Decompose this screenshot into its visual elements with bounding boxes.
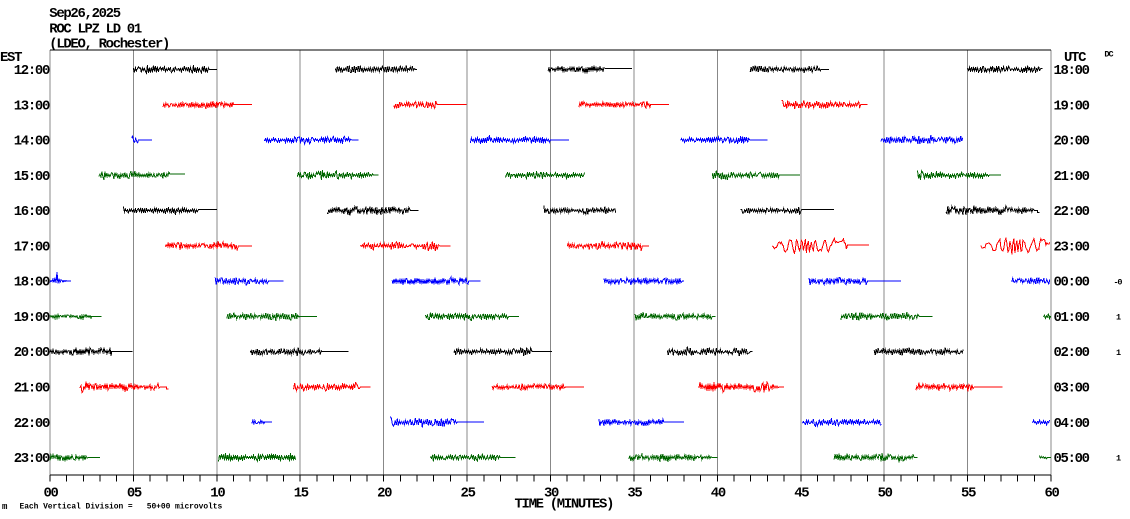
svg-text:21:00: 21:00 (1054, 169, 1090, 185)
svg-text:05: 05 (127, 486, 142, 502)
svg-text:04:00: 04:00 (1054, 416, 1090, 432)
svg-text:16:00: 16:00 (14, 204, 50, 220)
svg-text:30: 30 (544, 486, 559, 502)
svg-text:-0: -0 (1114, 277, 1123, 287)
svg-text:18:00: 18:00 (1054, 63, 1090, 79)
svg-text:35: 35 (627, 486, 642, 502)
svg-text:1: 1 (1116, 454, 1121, 464)
svg-text:20:00: 20:00 (14, 345, 50, 361)
svg-text:22:00: 22:00 (14, 416, 50, 432)
svg-text:EST: EST (0, 50, 22, 66)
svg-text:1: 1 (1116, 348, 1121, 358)
svg-text:15: 15 (294, 486, 309, 502)
svg-text:13:00: 13:00 (14, 98, 50, 114)
svg-text:25: 25 (461, 486, 476, 502)
svg-text:14:00: 14:00 (14, 134, 50, 150)
svg-text:03:00: 03:00 (1054, 381, 1090, 397)
svg-text:15:00: 15:00 (14, 169, 50, 185)
svg-text:10: 10 (210, 486, 225, 502)
svg-text:19:00: 19:00 (14, 310, 50, 326)
svg-text:ROC LPZ LD 01: ROC LPZ LD 01 (49, 22, 142, 38)
svg-text:20:00: 20:00 (1054, 134, 1090, 150)
svg-text:18:00: 18:00 (14, 275, 50, 291)
svg-text:45: 45 (794, 486, 809, 502)
svg-text:17:00: 17:00 (14, 239, 50, 255)
svg-text:DC: DC (1104, 50, 1113, 60)
svg-text:1: 1 (1116, 313, 1121, 323)
svg-text:50: 50 (878, 486, 893, 502)
svg-text:22:00: 22:00 (1054, 204, 1090, 220)
svg-text:UTC: UTC (1064, 50, 1086, 66)
svg-text:05:00: 05:00 (1054, 451, 1090, 467)
svg-text:(LDEO, Rochester): (LDEO, Rochester) (49, 36, 169, 52)
svg-text:Sep26,2025: Sep26,2025 (49, 6, 120, 22)
svg-text:Each Vertical Division = 50+: Each Vertical Division = 50+00 microvolt… (20, 503, 223, 512)
svg-text:02:00: 02:00 (1054, 345, 1090, 361)
svg-text:00:00: 00:00 (1054, 275, 1090, 291)
svg-text:00: 00 (43, 486, 58, 502)
svg-text:21:00: 21:00 (14, 381, 50, 397)
svg-text:55: 55 (961, 486, 976, 502)
svg-text:19:00: 19:00 (1054, 98, 1090, 114)
svg-text:60: 60 (1044, 486, 1059, 502)
svg-text:m: m (2, 502, 8, 512)
svg-text:01:00: 01:00 (1054, 310, 1090, 326)
svg-text:23:00: 23:00 (1054, 239, 1090, 255)
svg-text:23:00: 23:00 (14, 451, 50, 467)
svg-text:TIME (MINUTES): TIME (MINUTES) (515, 497, 614, 513)
svg-text:40: 40 (711, 486, 726, 502)
svg-text:12:00: 12:00 (14, 63, 50, 79)
svg-text:20: 20 (377, 486, 392, 502)
